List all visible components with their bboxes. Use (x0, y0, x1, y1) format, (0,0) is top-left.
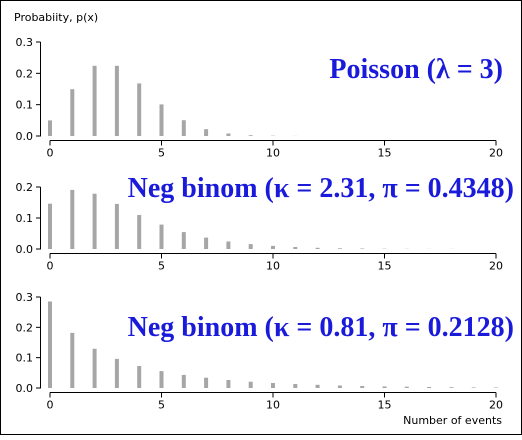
panel-title: Poisson (λ = 3) (329, 54, 503, 85)
y-tick-label: 0.1 (16, 352, 34, 365)
x-tick-label: 5 (158, 260, 165, 273)
y-axis-label: Probabiity, p(x) (14, 11, 98, 24)
y-tick-label: 0.2 (16, 321, 34, 334)
bar-x11 (293, 384, 297, 388)
bar-x3 (115, 204, 119, 249)
y-tick-label: 0.3 (16, 36, 34, 49)
x-tick-label: 20 (489, 399, 503, 412)
bar-x11 (293, 247, 297, 249)
panel-1: 0.0 0.1 0.2 0.3 0 5 10 15 20 Poisson (λ = 3) (16, 36, 504, 160)
bar-x10 (271, 246, 275, 249)
x-tick-label: 5 (158, 147, 165, 160)
bar-x20 (494, 388, 498, 389)
bar-x2 (93, 66, 97, 136)
y-tick-label: 0.1 (16, 99, 34, 112)
bar-x4 (137, 215, 141, 249)
bar-x0 (48, 204, 52, 249)
x-tick-label: 20 (489, 260, 503, 273)
bar-x17 (427, 387, 431, 388)
bar-x13 (338, 248, 342, 249)
x-tick-label: 0 (47, 399, 54, 412)
x-tick-label: 10 (266, 260, 280, 273)
bar-x15 (383, 386, 387, 388)
y-tick-label: 0.0 (16, 382, 34, 395)
bar-x5 (160, 371, 164, 388)
y-tick-label: 0.2 (16, 67, 34, 80)
bar-x9 (249, 135, 253, 136)
bar-x2 (93, 349, 97, 388)
panel-title: Neg binom (κ = 0.81, π = 0.2128) (128, 312, 514, 343)
bar-x5 (160, 104, 164, 136)
bar-x6 (182, 120, 186, 136)
bar-x14 (360, 386, 364, 388)
bar-x2 (93, 194, 97, 249)
bar-x14 (360, 249, 364, 250)
panel-2: 0.0 0.1 0.2 0 5 10 15 20 Neg binom (κ = 2.31, π … (16, 173, 515, 273)
bar-x19 (472, 387, 476, 388)
y-tick-label: 0.0 (16, 243, 34, 256)
bar-x0 (48, 120, 52, 136)
bar-x7 (204, 378, 208, 388)
bar-x4 (137, 83, 141, 136)
y-tick-label: 0.0 (16, 130, 34, 143)
bar-x4 (137, 366, 141, 388)
x-tick-label: 0 (47, 147, 54, 160)
bar-x10 (271, 383, 275, 388)
bar-x8 (226, 380, 230, 388)
x-tick-label: 10 (266, 147, 280, 160)
bar-x5 (160, 225, 164, 249)
bar-x3 (115, 66, 119, 136)
x-tick-label: 10 (266, 399, 280, 412)
bar-x7 (204, 129, 208, 136)
bar-x6 (182, 375, 186, 388)
bar-x8 (226, 134, 230, 137)
bar-x1 (70, 190, 74, 249)
bar-x7 (204, 238, 208, 249)
bar-x1 (70, 89, 74, 136)
bar-x16 (405, 387, 409, 388)
bar-x18 (449, 387, 453, 388)
bar-x9 (249, 244, 253, 249)
bar-x12 (316, 248, 320, 249)
x-tick-label: 0 (47, 260, 54, 273)
bar-x12 (316, 385, 320, 388)
y-tick-label: 0.1 (16, 212, 34, 225)
panel-title: Neg binom (κ = 2.31, π = 0.4348) (128, 173, 514, 204)
bar-x13 (338, 386, 342, 389)
x-axis-label: Number of events (403, 414, 502, 427)
x-tick-label: 5 (158, 399, 165, 412)
x-tick-label: 15 (378, 260, 392, 273)
bar-x0 (48, 302, 52, 389)
bar-x6 (182, 232, 186, 249)
bar-x8 (226, 242, 230, 250)
panel-3: 0.0 0.1 0.2 0.3 0 5 10 15 20 Neg binom (κ = 0.81,… (16, 291, 515, 412)
x-tick-label: 20 (489, 147, 503, 160)
y-tick-label: 0.2 (16, 181, 34, 194)
x-tick-label: 15 (378, 399, 392, 412)
x-tick-label: 15 (378, 147, 392, 160)
y-tick-label: 0.3 (16, 291, 34, 304)
bar-x9 (249, 382, 253, 388)
bar-x3 (115, 359, 119, 388)
bar-x1 (70, 333, 74, 388)
